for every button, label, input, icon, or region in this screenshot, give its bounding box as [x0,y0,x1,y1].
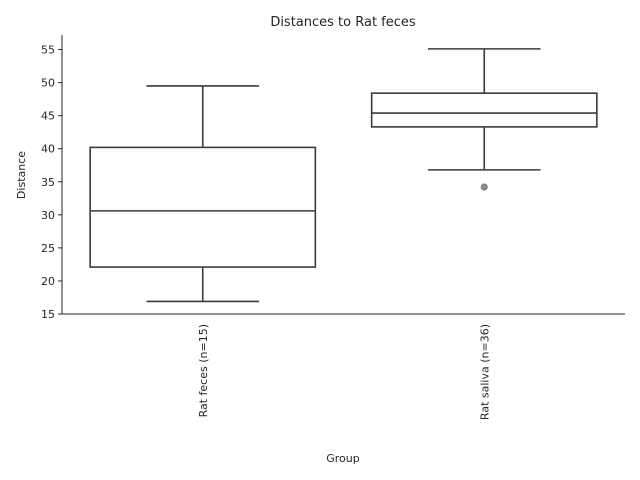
y-tick-label: 50 [41,77,55,90]
box-group [89,85,317,303]
boxes [89,48,598,303]
y-tick-label: 35 [41,176,55,189]
y-tick-label: 45 [41,110,55,123]
iqr-box [370,92,598,128]
x-tick-label: Rat saliva (n=36) [478,324,491,420]
y-tick-label: 40 [41,143,55,156]
y-axis-ticks: 15 20 25 30 35 40 45 50 55 [41,44,62,321]
y-tick-label: 20 [41,275,55,288]
iqr-box [89,146,317,268]
y-tick-label: 15 [41,308,55,321]
y-axis-label: Distance [15,151,28,199]
x-tick-label: Rat feces (n=15) [197,324,210,417]
x-axis-ticks: Rat feces (n=15) Rat saliva (n=36) [197,324,492,420]
box-group [370,48,598,191]
y-tick-label: 30 [41,209,55,222]
outlier-point [480,183,488,191]
y-tick-label: 25 [41,242,55,255]
chart-title: Distances to Rat feces [270,15,416,30]
y-tick-label: 55 [41,44,55,57]
x-axis-label: Group [326,452,360,465]
